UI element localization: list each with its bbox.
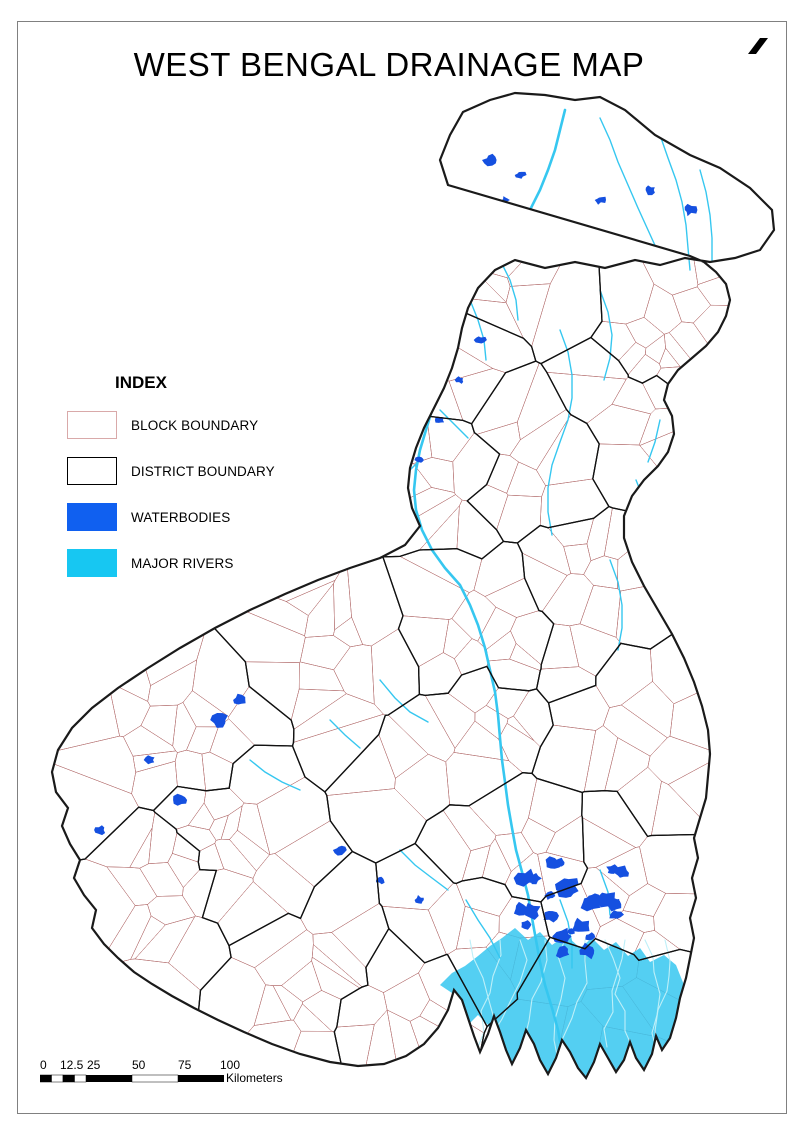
svg-text:75: 75 [178,1059,192,1072]
svg-text:0: 0 [40,1059,47,1072]
svg-text:25: 25 [87,1059,101,1072]
svg-text:Kilometers: Kilometers [226,1071,283,1085]
svg-text:12.5: 12.5 [60,1059,84,1072]
svg-text:50: 50 [132,1059,146,1072]
